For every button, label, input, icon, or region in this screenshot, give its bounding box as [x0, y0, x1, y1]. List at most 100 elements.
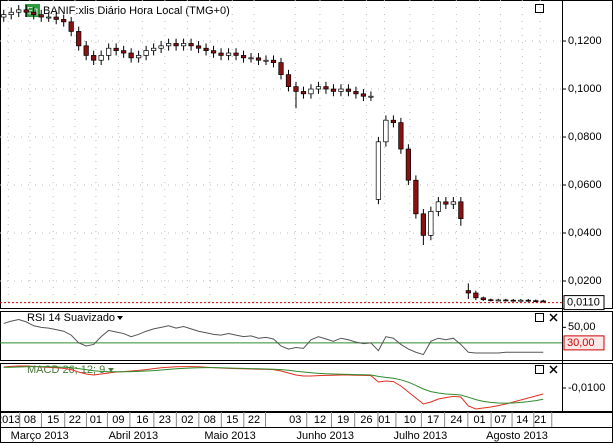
candle-body [518, 299, 524, 302]
maximize-icon[interactable] [535, 4, 544, 13]
x-tick-label: 01 [378, 414, 390, 426]
candle-body [180, 43, 187, 47]
x-tick-label: 2013 [0, 414, 20, 426]
candle-body [255, 57, 262, 61]
month-label: Abril 2013 [109, 430, 159, 442]
candle-body [533, 300, 539, 303]
y-tick-label: 0,0400 [568, 227, 602, 239]
y-tick-label: 50,00 [568, 321, 596, 333]
candle-body [210, 50, 217, 54]
y-tick-label: 0,0200 [568, 275, 602, 287]
macd-menu[interactable] [108, 368, 114, 372]
candle-body [16, 9, 22, 13]
x-tick-label: 03 [289, 414, 301, 426]
candle-body [480, 297, 486, 301]
candle-body [151, 47, 157, 51]
candle-body [8, 11, 14, 15]
y-tick-label: 0,0800 [568, 131, 602, 143]
price-panel [0, 0, 613, 309]
y-tick-label: 0,1200 [568, 35, 602, 47]
y-tick-label: 0,0600 [568, 179, 602, 191]
x-tick-label: 15 [47, 414, 59, 426]
candle-body [525, 299, 531, 302]
candle-body [465, 290, 471, 294]
level-label: 30,00 [567, 337, 595, 349]
candle-body [203, 47, 209, 51]
candle-body [450, 201, 456, 205]
candle-body [46, 16, 52, 19]
macd-maximize[interactable] [535, 365, 544, 374]
candle-body [345, 88, 352, 92]
candle-body [488, 299, 494, 302]
x-tick-label: 26 [360, 414, 372, 426]
last-price-label: 0,0110 [567, 297, 600, 309]
x-tick-label: 22 [69, 414, 81, 426]
x-tick-label: 16 [136, 414, 148, 426]
candle-body [390, 119, 396, 123]
rsi-title: RSI 14 Suavizado [27, 312, 115, 324]
candle-body [1, 14, 7, 18]
x-tick-label: 08 [24, 414, 36, 426]
month-label: Agosto 2013 [486, 430, 548, 442]
chart-title: BANIF:xlis Diário Hora Local (TMG+0) [43, 5, 230, 17]
candle-body [121, 50, 127, 54]
candle-body [413, 179, 419, 215]
candle-body [23, 9, 29, 13]
candle-body [113, 47, 119, 51]
y-tick-label: -0,0100 [568, 382, 605, 394]
candle-body [458, 201, 464, 219]
month-label: Julho 2013 [393, 430, 447, 442]
x-tick-label: 24 [450, 414, 462, 426]
candle-body [38, 14, 44, 18]
candle-body [31, 11, 37, 15]
candle-body [233, 52, 239, 56]
candle-body [158, 45, 164, 49]
candle-body [368, 95, 374, 98]
candle-body [435, 201, 441, 212]
candle-body [503, 299, 509, 302]
candle-body [510, 299, 516, 302]
candle-body [473, 292, 479, 299]
x-tick-label: 07 [494, 414, 506, 426]
x-tick-label: 17 [427, 414, 439, 426]
month-label: Junho 2013 [296, 430, 354, 442]
x-tick-label: 08 [204, 414, 216, 426]
candle-body [106, 47, 112, 56]
x-tick-label: 22 [248, 414, 260, 426]
x-tick-label: 01 [90, 414, 102, 426]
candle-body [91, 55, 97, 61]
candle-body [173, 43, 179, 47]
x-tick-label: 01 [473, 414, 485, 426]
candle-body [495, 299, 501, 302]
x-tick-label: 21 [534, 414, 546, 426]
level-box [563, 335, 605, 351]
macd-title: MACD 26; 12; 9 [27, 364, 105, 376]
candle-body [263, 59, 269, 62]
last-price-box [563, 295, 605, 311]
candle-body [338, 88, 344, 92]
candle-body [83, 45, 89, 56]
candle-body [68, 21, 74, 32]
x-tick-label: 23 [159, 414, 171, 426]
rsi-maximize[interactable] [535, 313, 544, 322]
candle-body [61, 19, 67, 23]
candle-body [405, 148, 411, 181]
candle-body [240, 55, 247, 59]
candle-body [166, 43, 172, 47]
candle-body [323, 86, 329, 90]
x-tick-label: 19 [337, 414, 349, 426]
candle-body [375, 141, 382, 200]
candle-body [195, 45, 202, 49]
candle-body [360, 93, 367, 97]
macd-close[interactable] [549, 365, 558, 374]
candle-body [270, 59, 277, 63]
x-tick-label: 02 [181, 414, 193, 426]
candle-body [143, 50, 149, 56]
candle-body [285, 74, 292, 87]
rsi-close[interactable] [549, 313, 558, 322]
candle-body [330, 88, 337, 92]
rsi-menu[interactable] [117, 316, 123, 320]
x-tick-label: 10 [404, 414, 416, 426]
